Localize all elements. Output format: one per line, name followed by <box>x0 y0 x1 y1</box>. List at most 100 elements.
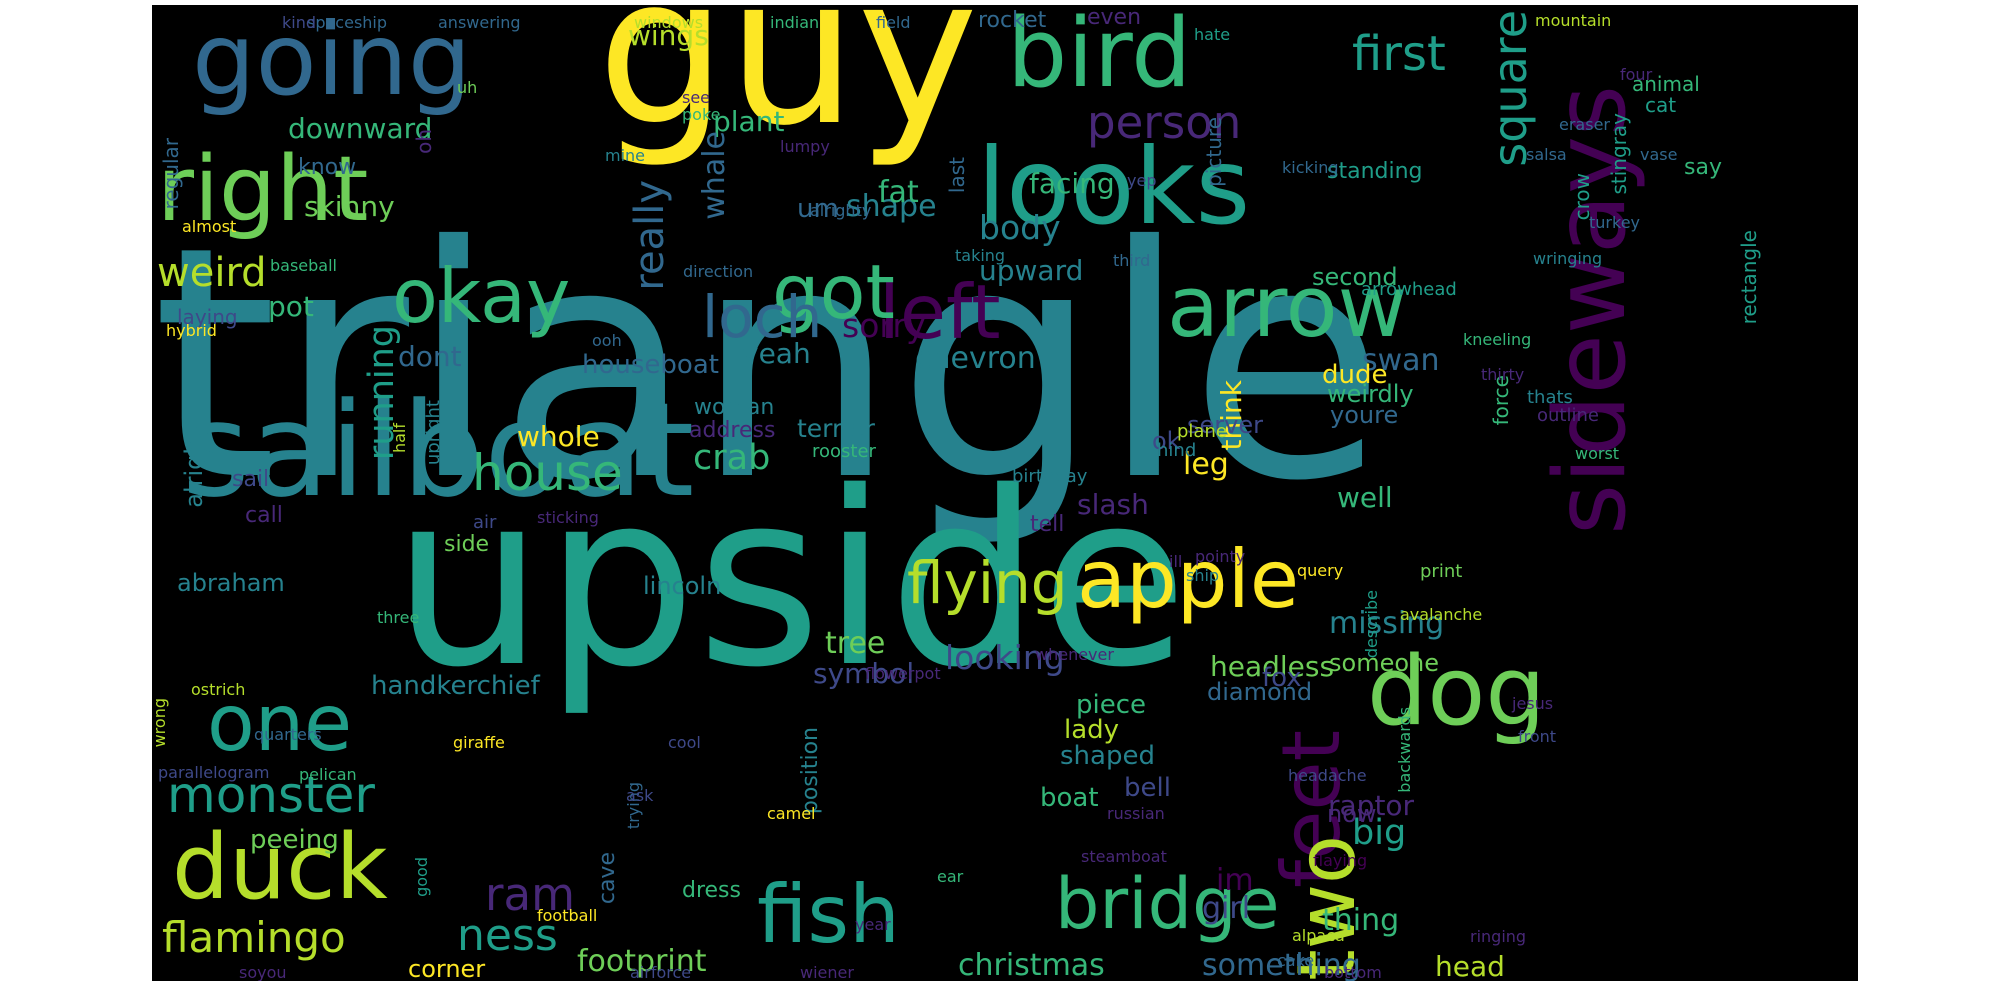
word-even: even <box>1087 5 1142 30</box>
word-salsa: salsa <box>1526 145 1567 164</box>
word-hybrid: hybrid <box>166 321 217 340</box>
word-fish: fish <box>757 868 900 961</box>
word-ask: ask <box>626 786 654 805</box>
word-field: field <box>876 13 911 32</box>
word-monster: monster <box>167 766 375 824</box>
word-um: um <box>797 194 839 224</box>
word-front: front <box>1518 727 1557 746</box>
word-bell: bell <box>1124 773 1171 803</box>
word-vase: vase <box>1640 145 1678 164</box>
word-ear: ear <box>937 867 964 886</box>
word-kind: kind <box>282 13 317 32</box>
word-three: three <box>377 608 420 627</box>
word-cake: cake <box>1277 951 1315 970</box>
word-arrowhead: arrowhead <box>1361 279 1457 300</box>
word-well: well <box>1337 481 1393 514</box>
word-half: half <box>390 423 409 454</box>
word-query: query <box>1297 561 1344 580</box>
word-handkerchief: handkerchief <box>371 671 540 701</box>
word-airforce: airforce <box>630 963 692 981</box>
word-worst: worst <box>1575 444 1620 463</box>
word-turkey: turkey <box>1589 213 1640 232</box>
word-air: air <box>473 512 497 533</box>
word-triangle: triangle <box>152 179 1386 551</box>
word-picture: picture <box>1202 117 1226 187</box>
word-kneeling: kneeling <box>1463 330 1532 349</box>
word-tell: tell <box>1030 512 1065 537</box>
word-big: big <box>1352 813 1407 853</box>
word-ok: ok <box>1152 427 1181 455</box>
word-mine: mine <box>605 146 646 165</box>
word-now: now <box>1327 800 1377 828</box>
word-whale: whale <box>697 131 732 220</box>
word-going: going <box>192 5 472 118</box>
word-hate: hate <box>1194 25 1231 44</box>
word-terrier: terrier <box>797 414 875 443</box>
word-right: right <box>157 137 369 242</box>
word-pelican: pelican <box>299 765 357 784</box>
word-pointy: pointy <box>1195 547 1246 566</box>
word-someone: someone <box>1329 649 1439 677</box>
word-standing: standing <box>1327 159 1423 184</box>
word-rocket: rocket <box>978 8 1047 33</box>
word-ill: ill <box>1169 552 1183 571</box>
word-birthday: birthday <box>1012 466 1088 487</box>
word-lumpy: lumpy <box>780 137 830 156</box>
word-say: say <box>1684 155 1722 180</box>
word-ship: ship <box>1186 566 1220 585</box>
word-stingray: stingray <box>1607 113 1631 195</box>
word-eraser: eraser <box>1559 115 1610 134</box>
word-rooster: rooster <box>812 441 876 462</box>
word-good: good <box>412 857 431 897</box>
word-ringing: ringing <box>1470 927 1527 946</box>
word-dont: dont <box>398 340 462 373</box>
word-boat: boat <box>1040 783 1099 813</box>
word-girl: girl <box>1202 891 1251 926</box>
word-outline: outline <box>1537 405 1599 426</box>
word-print: print <box>1420 561 1463 582</box>
word-plane: plane <box>1177 421 1227 442</box>
word-im: im <box>1216 863 1254 898</box>
word-jesus: jesus <box>1512 694 1554 713</box>
word-kicking: kicking <box>1282 158 1339 177</box>
word-ooh: ooh <box>592 331 622 350</box>
word-rectangle: rectangle <box>1737 230 1761 325</box>
word-shaped: shaped <box>1060 741 1155 771</box>
word-leg: leg <box>1183 447 1229 482</box>
word-cloud: triangle upside guy sailboat sideways looks go… <box>152 5 1858 981</box>
word-position: position <box>798 727 823 815</box>
word-wringing: wringing <box>1533 249 1603 268</box>
word-russian: russian <box>1107 804 1165 823</box>
word-wings: wings <box>628 19 709 52</box>
word-wrong: wrong <box>152 698 169 748</box>
word-looks: looks <box>977 126 1251 248</box>
word-person: person <box>1087 96 1242 149</box>
word-headache: headache <box>1288 766 1367 785</box>
word-flying: flying <box>907 549 1068 617</box>
word-downward: downward <box>288 112 433 145</box>
word-poke: poke <box>682 105 721 124</box>
word-got: got <box>772 248 895 336</box>
word-yeah: yeah <box>742 337 811 370</box>
word-regular: regular <box>159 138 183 210</box>
word-upright: upright <box>423 400 444 466</box>
word-call: call <box>245 503 283 528</box>
word-plant: plant <box>713 105 785 138</box>
word-slash: slash <box>1077 488 1149 521</box>
word-loch: loch <box>702 283 823 351</box>
word-guy: guy <box>597 5 979 171</box>
word-soyou: soyou <box>239 963 287 981</box>
word-abraham: abraham <box>177 569 285 597</box>
word-whenever: whenever <box>1035 645 1114 664</box>
word-headless: headless <box>1210 650 1335 683</box>
word-answering: answering <box>438 13 521 32</box>
word-animal: animal <box>1632 72 1700 96</box>
word-mountain: mountain <box>1535 11 1612 30</box>
word-weird: weird <box>157 250 267 296</box>
word-see: see <box>682 88 711 107</box>
word-something: something <box>1202 948 1361 981</box>
word-ram: ram <box>485 868 575 921</box>
word-upside: upside <box>392 440 1189 720</box>
word-youre: youre <box>1330 401 1399 429</box>
word-cool: cool <box>668 733 701 752</box>
